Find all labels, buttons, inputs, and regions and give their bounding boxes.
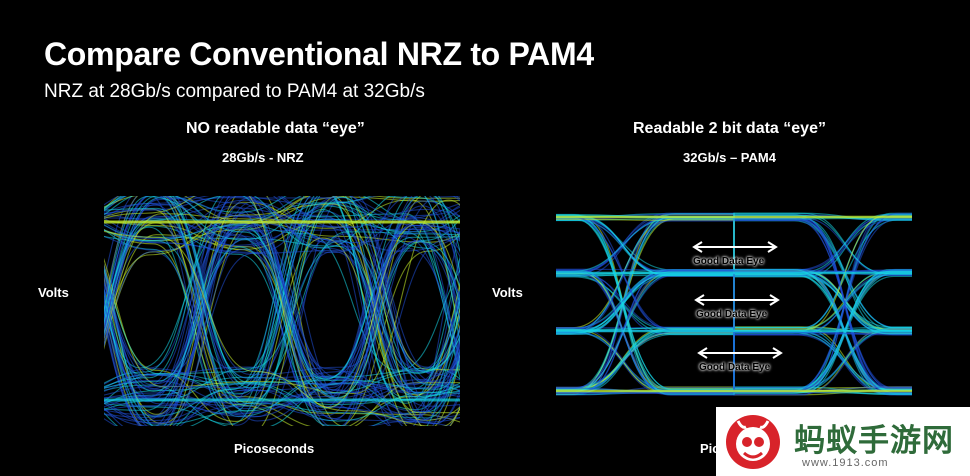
- eye-label-bottom: Good Data Eye: [699, 362, 771, 373]
- eye-width-arrow-head-left: [692, 241, 703, 253]
- watermark-badge: 蚂蚁手游网 www.1913.com: [716, 407, 970, 476]
- nrz-trace: [104, 220, 460, 384]
- nrz-trace: [104, 246, 460, 394]
- pam4-heading: Readable 2 bit data “eye”: [633, 120, 826, 137]
- nrz-trace: [104, 196, 460, 388]
- nrz-trace: [104, 196, 460, 399]
- nrz-trace: [104, 238, 460, 419]
- pam4-eye-diagram: Good Data Eye Good Data Eye Good Data Ey…: [556, 203, 912, 405]
- nrz-trace: [104, 250, 460, 426]
- pam4-trace: [556, 270, 912, 394]
- nrz-trace: [104, 196, 460, 426]
- nrz-trace: [104, 233, 460, 400]
- nrz-trace: [104, 196, 460, 317]
- eye-width-arrow-head-right: [772, 347, 783, 359]
- nrz-trace: [104, 196, 460, 426]
- nrz-trace: [104, 196, 460, 379]
- eye-width-arrow-head-right: [767, 241, 778, 253]
- pam4-rate: 32Gb/s – PAM4: [683, 150, 776, 165]
- nrz-trace: [104, 203, 408, 426]
- watermark-url: www.1913.com: [802, 457, 889, 469]
- nrz-trace: [104, 215, 460, 398]
- nrz-trace: [104, 196, 451, 426]
- pam4-trace: [556, 269, 912, 392]
- nrz-trace: [104, 213, 460, 426]
- nrz-trace: [104, 266, 460, 426]
- pam4-y-axis-label: Volts: [492, 285, 523, 300]
- slide-title: Compare Conventional NRZ to PAM4: [44, 36, 594, 72]
- eye-width-arrow-head-right: [769, 294, 780, 306]
- nrz-trace: [104, 199, 460, 254]
- nrz-trace: [104, 237, 460, 422]
- pam4-trace: [556, 331, 912, 396]
- nrz-eye-diagram: [104, 196, 460, 426]
- nrz-trace: [104, 196, 460, 285]
- pam4-x-axis-label: Pic: [700, 441, 720, 456]
- nrz-trace: [104, 224, 460, 426]
- nrz-trace: [104, 196, 460, 407]
- nrz-trace: [104, 196, 460, 426]
- eye-width-arrow-head-left: [697, 347, 708, 359]
- nrz-trace: [104, 197, 460, 404]
- nrz-trace: [104, 196, 460, 410]
- nrz-trace: [104, 200, 460, 422]
- nrz-trace: [104, 214, 460, 417]
- nrz-rate: 28Gb/s - NRZ: [222, 150, 304, 165]
- nrz-trace: [104, 383, 460, 422]
- nrz-trace: [104, 196, 460, 379]
- nrz-trace: [104, 228, 460, 417]
- nrz-trace: [104, 225, 460, 424]
- nrz-trace: [104, 197, 460, 418]
- nrz-trace: [104, 221, 460, 424]
- nrz-trace: [104, 196, 460, 396]
- nrz-trace: [104, 201, 460, 405]
- pam4-trace: [556, 268, 912, 389]
- nrz-heading: NO readable data “eye”: [186, 120, 365, 137]
- nrz-trace: [104, 209, 460, 418]
- slide-subtitle: NRZ at 28Gb/s compared to PAM4 at 32Gb/s: [44, 81, 425, 102]
- watermark-logo-icon: [726, 415, 780, 469]
- pam4-trace: [556, 217, 912, 394]
- nrz-trace: [104, 371, 404, 426]
- eye-label-middle: Good Data Eye: [696, 309, 768, 320]
- nrz-trace: [104, 219, 460, 420]
- pam4-trace: [556, 215, 912, 395]
- nrz-trace: [104, 229, 460, 426]
- nrz-trace: [104, 202, 460, 372]
- nrz-trace: [104, 230, 460, 426]
- nrz-x-axis-label: Picoseconds: [234, 441, 315, 456]
- eye-width-arrow-head-left: [694, 294, 705, 306]
- nrz-y-axis-label: Volts: [38, 285, 69, 300]
- eye-label-top: Good Data Eye: [693, 256, 765, 267]
- nrz-trace: [104, 237, 460, 392]
- nrz-trace: [104, 204, 460, 411]
- nrz-trace: [104, 223, 460, 426]
- nrz-trace: [104, 196, 460, 385]
- nrz-trace: [104, 228, 460, 386]
- nrz-trace: [104, 199, 460, 415]
- nrz-trace: [104, 208, 460, 398]
- watermark-text: 蚂蚁手游网: [794, 423, 954, 458]
